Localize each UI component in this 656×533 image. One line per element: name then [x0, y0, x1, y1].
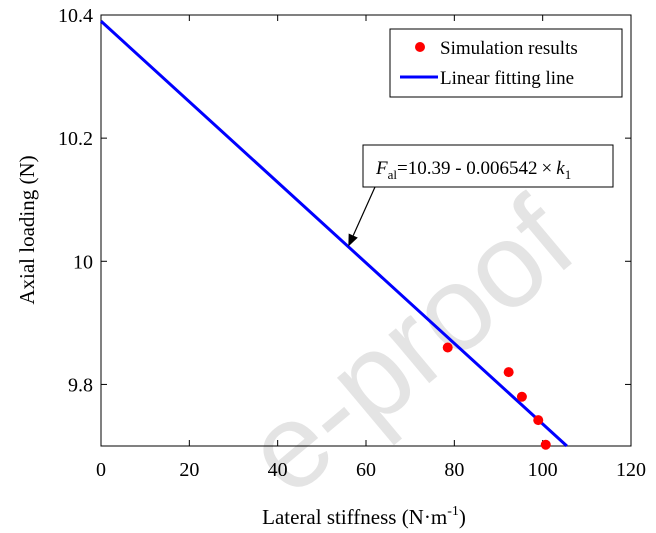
legend-label-fit: Linear fitting line [440, 68, 574, 89]
fit-line [99, 20, 568, 448]
data-point [503, 367, 514, 378]
x-tick-label: 0 [96, 459, 106, 481]
y-tick-label: 10 [73, 251, 93, 273]
y-axis-ticks: 9.8 10 10.2 10.4 [58, 5, 631, 396]
x-tick-label: 80 [444, 459, 464, 481]
y-tick-label: 10.2 [58, 128, 93, 150]
data-point [533, 415, 544, 426]
legend-label-simulation: Simulation results [440, 38, 578, 59]
x-tick-label: 100 [528, 459, 558, 481]
x-axis-title-main: Lateral stiffness (N·m [262, 505, 447, 529]
y-axis-title: Axial loading (N) [15, 155, 39, 304]
annotation-f: F [375, 158, 388, 179]
annotation-eq: =10.39 - 0.006542 [397, 158, 538, 179]
x-axis-title-close: ) [459, 505, 466, 529]
annotation-arrow [352, 186, 376, 236]
series-layer [99, 20, 568, 450]
x-tick-label: 40 [268, 459, 288, 481]
annotation-box [362, 144, 614, 188]
annotation-times: × [542, 158, 553, 179]
annotation-k: k [556, 158, 565, 179]
y-tick-label: 9.8 [68, 374, 93, 396]
x-axis-ticks: 0 20 40 60 80 100 120 [96, 15, 646, 481]
annotation: Fal=10.39 - 0.006542 × k1 [348, 144, 614, 247]
annotation-text: Fal=10.39 - 0.006542 × k1 [375, 158, 571, 182]
x-axis-title-sup: -1 [447, 504, 459, 519]
annotation-f-sub: al [388, 167, 398, 182]
legend: Simulation results Linear fitting line [389, 28, 623, 98]
legend-marker-simulation [415, 42, 425, 52]
x-tick-label: 120 [616, 459, 646, 481]
data-point [540, 439, 551, 450]
x-tick-label: 20 [179, 459, 199, 481]
legend-box [389, 28, 623, 98]
x-axis-title: Lateral stiffness (N·m-1) [262, 504, 466, 529]
y-tick-label: 10.4 [58, 5, 93, 27]
annotation-arrowhead [348, 233, 358, 247]
data-point [442, 342, 453, 353]
data-point [516, 391, 527, 402]
x-tick-label: 60 [356, 459, 376, 481]
annotation-k-sub: 1 [565, 167, 572, 182]
